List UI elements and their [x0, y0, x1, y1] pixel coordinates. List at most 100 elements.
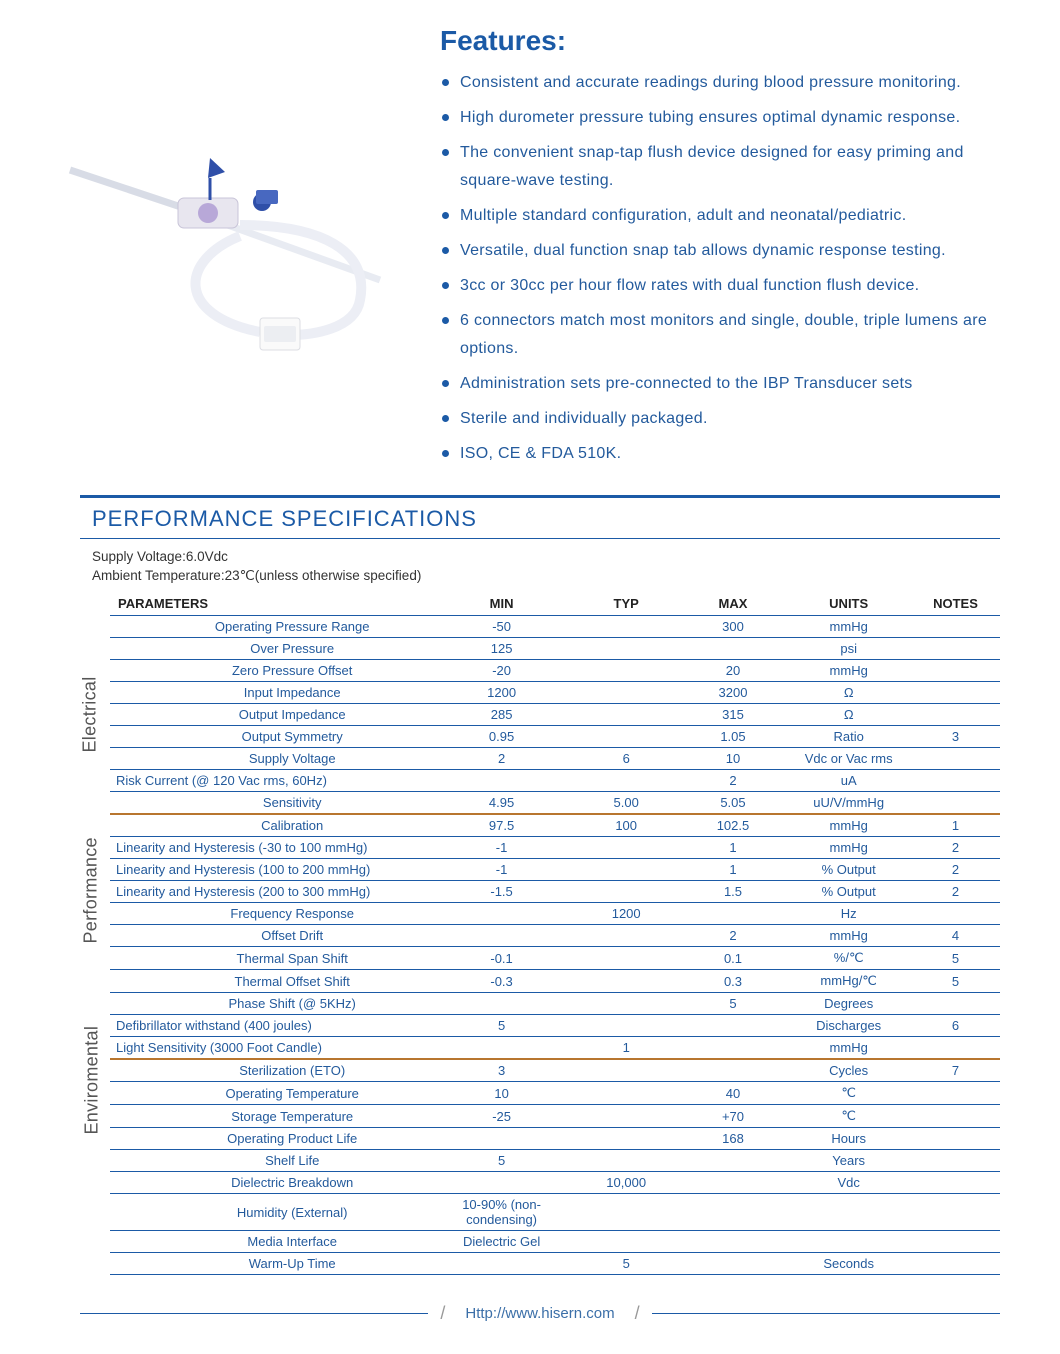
- table-wrap: ElectricalPerformanceEnviromental PARAME…: [80, 592, 1000, 1275]
- table-cell: [573, 770, 680, 792]
- table-row: Output Impedance285315Ω: [110, 704, 1000, 726]
- table-row: Input Impedance12003200Ω: [110, 682, 1000, 704]
- table-cell: Output Symmetry: [110, 726, 430, 748]
- table-cell: 2: [911, 859, 1000, 881]
- col-header: UNITS: [786, 592, 911, 616]
- spec-sub2: Ambient Temperature:23℃(unless otherwise…: [80, 568, 1000, 592]
- table-cell: uU/V/mmHg: [786, 792, 911, 815]
- footer-line-left: [80, 1313, 428, 1314]
- table-row: Sterilization (ETO)3Cycles7: [110, 1059, 1000, 1082]
- top-section: Features: Consistent and accurate readin…: [0, 0, 1060, 495]
- table-cell: [573, 1150, 680, 1172]
- table-cell: [573, 859, 680, 881]
- table-cell: Frequency Response: [110, 903, 430, 925]
- table-cell: [680, 1015, 787, 1037]
- table-cell: 5: [911, 970, 1000, 993]
- table-cell: [911, 1037, 1000, 1060]
- table-row: Phase Shift (@ 5KHz)5Degrees: [110, 993, 1000, 1015]
- table-cell: %/℃: [786, 947, 911, 970]
- col-header: TYP: [573, 592, 680, 616]
- feature-item: Versatile, dual function snap tab allows…: [440, 237, 1020, 264]
- table-cell: [911, 682, 1000, 704]
- table-cell: mmHg: [786, 660, 911, 682]
- table-cell: [680, 1194, 787, 1231]
- table-cell: Operating Product Life: [110, 1128, 430, 1150]
- table-row: Zero Pressure Offset-2020mmHg: [110, 660, 1000, 682]
- table-row: Frequency Response1200Hz: [110, 903, 1000, 925]
- table-cell: [573, 837, 680, 859]
- table-cell: [680, 1059, 787, 1082]
- table-cell: [911, 704, 1000, 726]
- table-cell: [911, 1253, 1000, 1275]
- table-cell: 285: [430, 704, 572, 726]
- table-cell: Offset Drift: [110, 925, 430, 947]
- table-cell: Years: [786, 1150, 911, 1172]
- table-cell: 1.05: [680, 726, 787, 748]
- table-cell: +70: [680, 1105, 787, 1128]
- table-cell: [430, 770, 572, 792]
- table-row: Media InterfaceDielectric Gel: [110, 1231, 1000, 1253]
- table-cell: 20: [680, 660, 787, 682]
- table-cell: 300: [680, 616, 787, 638]
- table-cell: 0.95: [430, 726, 572, 748]
- table-cell: 102.5: [680, 814, 787, 837]
- table-row: Thermal Span Shift-0.10.1%/℃5: [110, 947, 1000, 970]
- table-cell: 5: [911, 947, 1000, 970]
- table-cell: -1.5: [430, 881, 572, 903]
- section-label: Enviromental: [82, 1014, 103, 1134]
- table-cell: Cycles: [786, 1059, 911, 1082]
- features-title: Features:: [440, 25, 1020, 57]
- table-cell: 0.3: [680, 970, 787, 993]
- feature-item: Multiple standard configuration, adult a…: [440, 202, 1020, 229]
- table-cell: 3200: [680, 682, 787, 704]
- feature-item: High durometer pressure tubing ensures o…: [440, 104, 1020, 131]
- table-cell: [911, 993, 1000, 1015]
- table-cell: 5: [680, 993, 787, 1015]
- table-cell: [430, 993, 572, 1015]
- table-cell: [573, 970, 680, 993]
- table-cell: [573, 682, 680, 704]
- table-cell: uA: [786, 770, 911, 792]
- table-cell: Input Impedance: [110, 682, 430, 704]
- table-cell: [430, 1128, 572, 1150]
- table-row: Humidity (External)10-90% (non-condensin…: [110, 1194, 1000, 1231]
- table-cell: [911, 770, 1000, 792]
- table-cell: ℃: [786, 1082, 911, 1105]
- side-labels: ElectricalPerformanceEnviromental: [80, 592, 110, 1275]
- footer: / Http://www.hisern.com /: [80, 1303, 1000, 1324]
- table-cell: 4: [911, 925, 1000, 947]
- table-cell: -1: [430, 837, 572, 859]
- feature-item: Consistent and accurate readings during …: [440, 69, 1020, 96]
- table-cell: Defibrillator withstand (400 joules): [110, 1015, 430, 1037]
- feature-item: The convenient snap-tap flush device des…: [440, 139, 1020, 193]
- table-cell: Output Impedance: [110, 704, 430, 726]
- table-cell: Operating Pressure Range: [110, 616, 430, 638]
- table-cell: [680, 1172, 787, 1194]
- table-cell: Ω: [786, 682, 911, 704]
- table-row: Supply Voltage2610Vdc or Vac rms: [110, 748, 1000, 770]
- table-cell: Linearity and Hysteresis (-30 to 100 mmH…: [110, 837, 430, 859]
- section-label: Electrical: [80, 652, 101, 752]
- table-cell: -1: [430, 859, 572, 881]
- table-cell: [573, 726, 680, 748]
- table-cell: [680, 1231, 787, 1253]
- table-cell: Supply Voltage: [110, 748, 430, 770]
- table-cell: [911, 638, 1000, 660]
- table-cell: [573, 993, 680, 1015]
- table-cell: % Output: [786, 881, 911, 903]
- table-cell: mmHg: [786, 616, 911, 638]
- table-cell: [911, 1194, 1000, 1231]
- table-cell: [911, 1150, 1000, 1172]
- table-row: Warm-Up Time5Seconds: [110, 1253, 1000, 1275]
- table-cell: 4.95: [430, 792, 572, 815]
- table-cell: 40: [680, 1082, 787, 1105]
- table-row: Defibrillator withstand (400 joules)5Dis…: [110, 1015, 1000, 1037]
- table-cell: [573, 1059, 680, 1082]
- table-cell: Thermal Span Shift: [110, 947, 430, 970]
- table-cell: 6: [911, 1015, 1000, 1037]
- table-cell: Calibration: [110, 814, 430, 837]
- table-cell: mmHg: [786, 814, 911, 837]
- table-cell: Over Pressure: [110, 638, 430, 660]
- table-cell: 125: [430, 638, 572, 660]
- header-row: PARAMETERSMINTYPMAXUNITSNOTES: [110, 592, 1000, 616]
